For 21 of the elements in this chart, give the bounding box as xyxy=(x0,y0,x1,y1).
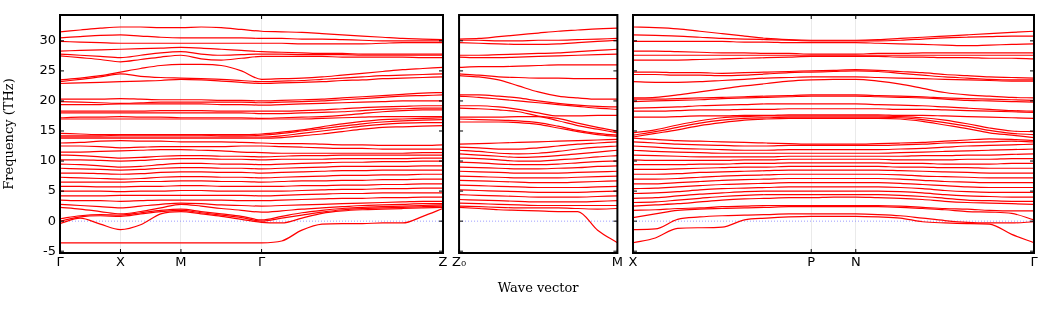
y-tick-label: 25 xyxy=(39,62,56,78)
x-tick-label: Γ xyxy=(257,254,266,270)
y-tick-label: 15 xyxy=(39,122,56,138)
x-axis-title: Wave vector xyxy=(497,279,580,295)
y-tick-label: 30 xyxy=(39,32,56,48)
y-axis-title: Frequency (THz) xyxy=(1,78,17,190)
y-tick-label: 0 xyxy=(47,212,56,228)
x-tick-label: Z₀ xyxy=(452,254,467,270)
x-tick-label: Γ xyxy=(1030,254,1039,270)
y-tick-label: 5 xyxy=(47,182,56,198)
y-tick-label: 10 xyxy=(39,152,56,168)
x-tick-label: Z xyxy=(438,254,448,270)
x-tick-label: P xyxy=(807,254,816,270)
x-tick-label: M xyxy=(175,254,187,270)
x-tick-label: Γ xyxy=(56,254,65,270)
y-tick-label: 20 xyxy=(39,92,56,108)
x-tick-label: M xyxy=(611,254,623,270)
x-tick-label: N xyxy=(850,254,861,270)
y-tick-label: -5 xyxy=(43,242,56,258)
x-tick-label: X xyxy=(628,254,638,270)
x-tick-label: X xyxy=(116,254,126,270)
